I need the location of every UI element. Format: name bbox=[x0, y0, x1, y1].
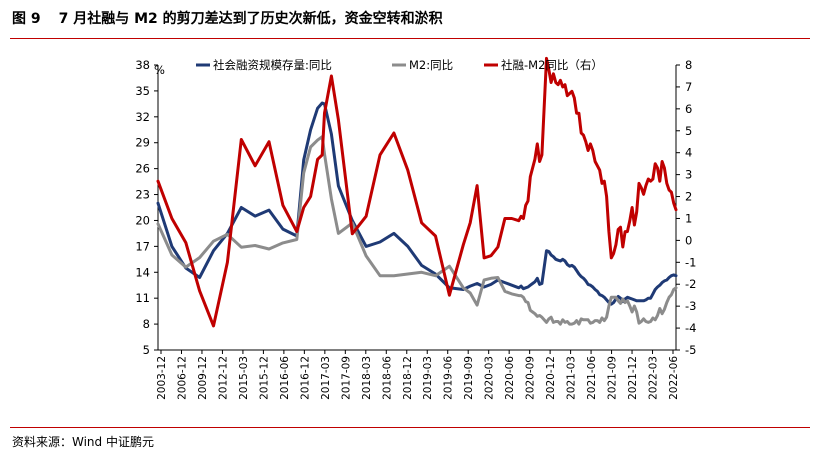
figure-title: 图 9 7 月社融与 M2 的剪刀差达到了历史次新低，资金空转和淤积 bbox=[12, 8, 443, 28]
left-tick-label: 11 bbox=[135, 291, 150, 305]
x-tick-label: 2012-12 bbox=[217, 356, 229, 400]
series-line-1 bbox=[156, 101, 678, 306]
bottom-rule bbox=[10, 427, 810, 428]
x-tick-label: 2021-06 bbox=[586, 356, 598, 400]
legend-label-3: 社融-M2同比（右） bbox=[501, 58, 603, 72]
left-tick-label: 17 bbox=[135, 239, 150, 253]
x-tick-label: 2020-03 bbox=[484, 356, 496, 400]
x-tick-label: 2018-03 bbox=[361, 356, 373, 400]
right-tick-label: 8 bbox=[685, 58, 692, 72]
right-tick-label: 1 bbox=[685, 211, 692, 225]
right-tick-label: 6 bbox=[685, 102, 692, 116]
right-tick-label: 7 bbox=[685, 80, 692, 94]
left-tick-label: 14 bbox=[135, 265, 150, 279]
right-tick-label: 4 bbox=[685, 146, 692, 160]
x-tick-label: 2003-12 bbox=[156, 356, 168, 400]
series-line-3 bbox=[156, 56, 678, 328]
right-tick-label: -2 bbox=[685, 277, 696, 291]
x-tick-label: 2020-09 bbox=[525, 356, 537, 400]
x-tick-label: 2017-03 bbox=[320, 356, 332, 400]
left-tick-label: 32 bbox=[135, 110, 150, 124]
x-tick-label: 2016-06 bbox=[279, 356, 291, 400]
x-tick-label: 2015-12 bbox=[258, 356, 270, 400]
title-rule bbox=[10, 38, 810, 39]
left-tick-label: 35 bbox=[135, 84, 150, 98]
right-tick-label: -4 bbox=[685, 321, 696, 335]
series-line-2 bbox=[156, 135, 678, 326]
right-tick-label: 0 bbox=[685, 233, 692, 247]
left-tick-label: 38 bbox=[135, 58, 150, 72]
chart-series bbox=[156, 56, 678, 328]
x-tick-label: 2018-06 bbox=[381, 356, 393, 400]
x-tick-label: 2019-09 bbox=[463, 356, 475, 400]
right-tick-label: 2 bbox=[685, 190, 692, 204]
left-axis-unit: % bbox=[154, 63, 165, 77]
left-tick-label: 8 bbox=[143, 317, 150, 331]
x-tick-label: 2021-09 bbox=[607, 356, 619, 400]
right-tick-label: 5 bbox=[685, 124, 692, 138]
x-tick-label: 2020-12 bbox=[545, 356, 557, 400]
legend-label-1: 社会融资规模存量:同比 bbox=[213, 58, 332, 72]
x-tick-label: 2022-03 bbox=[648, 356, 660, 400]
x-tick-label: 2019-06 bbox=[443, 356, 455, 400]
x-tick-label: 2019-03 bbox=[422, 356, 434, 400]
source-note: 资料来源：Wind 中证鹏元 bbox=[12, 435, 154, 449]
left-tick-label: 23 bbox=[135, 188, 150, 202]
x-tick-label: 2021-03 bbox=[566, 356, 578, 400]
x-tick-label: 2016-12 bbox=[299, 356, 311, 400]
x-tick-label: 2020-06 bbox=[504, 356, 516, 400]
x-tick-label: 2009-12 bbox=[197, 356, 209, 400]
x-tick-label: 2017-09 bbox=[340, 356, 352, 400]
right-tick-label: -3 bbox=[685, 299, 696, 313]
right-tick-label: 3 bbox=[685, 168, 692, 182]
figure-title-text: 7 月社融与 M2 的剪刀差达到了历史次新低，资金空转和淤积 bbox=[58, 11, 443, 27]
x-tick-label: 2022-06 bbox=[668, 356, 680, 400]
left-tick-label: 20 bbox=[135, 213, 150, 227]
left-tick-label: 26 bbox=[135, 162, 150, 176]
legend-label-2: M2:同比 bbox=[409, 58, 453, 72]
x-tick-label: 2006-12 bbox=[176, 356, 188, 400]
left-tick-label: 29 bbox=[135, 136, 150, 150]
x-tick-label: 2021-12 bbox=[627, 356, 639, 400]
right-tick-label: -1 bbox=[685, 255, 696, 269]
x-tick-label: 2018-12 bbox=[402, 356, 414, 400]
x-tick-label: 2015-03 bbox=[238, 356, 250, 400]
left-tick-label: 5 bbox=[143, 343, 150, 357]
right-tick-label: -5 bbox=[685, 343, 696, 357]
figure-number: 图 9 bbox=[12, 11, 41, 27]
chart-legend: 社会融资规模存量:同比 M2:同比 社融-M2同比（右） bbox=[196, 58, 603, 72]
